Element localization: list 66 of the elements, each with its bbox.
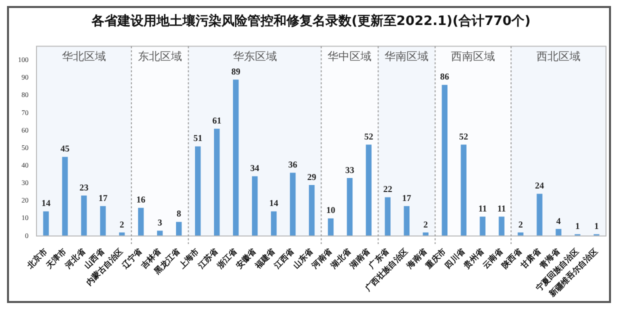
data-label: 1 xyxy=(575,221,580,232)
bar xyxy=(43,211,49,236)
bar xyxy=(366,144,372,236)
bar xyxy=(176,222,182,236)
data-label: 52 xyxy=(459,131,469,142)
bar xyxy=(308,185,315,236)
data-label: 45 xyxy=(60,144,70,154)
data-label: 17 xyxy=(402,192,412,203)
band-label: 华中区域 xyxy=(328,50,372,64)
data-label: 51 xyxy=(193,133,203,144)
data-label: 11 xyxy=(497,203,506,214)
data-label: 86 xyxy=(440,72,450,82)
band-label: 华北区域 xyxy=(62,50,106,64)
data-label: 52 xyxy=(364,131,374,142)
bar xyxy=(556,228,562,236)
bar xyxy=(384,197,391,236)
data-label: 17 xyxy=(98,192,108,203)
data-label: 2 xyxy=(120,219,125,230)
bar xyxy=(252,176,258,236)
bar xyxy=(214,128,220,236)
bar xyxy=(157,230,163,236)
bar xyxy=(100,206,106,236)
bar xyxy=(81,196,87,236)
bar xyxy=(119,232,125,236)
data-label: 22 xyxy=(383,184,393,194)
data-label: 16 xyxy=(136,194,146,205)
data-label: 23 xyxy=(79,182,89,192)
data-label: 29 xyxy=(307,172,317,182)
data-label: 61 xyxy=(212,116,222,126)
bar xyxy=(346,178,353,236)
band-label: 东北区域 xyxy=(138,50,182,64)
data-label: 14 xyxy=(41,198,51,208)
data-label: 36 xyxy=(288,160,298,170)
data-label: 3 xyxy=(158,218,163,228)
chart-title: 各省建设用地土壤污染风险管控和修复名录数(更新至2022.1)(合计770个) xyxy=(90,12,532,30)
data-label: 14 xyxy=(269,198,279,208)
band-label: 西北区域 xyxy=(536,50,581,64)
data-label: 33 xyxy=(345,164,355,175)
data-label: 2 xyxy=(423,219,428,230)
bar xyxy=(138,208,144,236)
data-label: 8 xyxy=(176,208,182,219)
bar xyxy=(62,156,68,236)
bar xyxy=(460,144,466,236)
bar xyxy=(480,216,486,236)
data-label: 10 xyxy=(326,205,336,216)
band-label: 华南区域 xyxy=(384,50,429,64)
bar xyxy=(536,194,542,236)
bar xyxy=(442,84,448,236)
data-label: 1 xyxy=(594,221,600,232)
data-label: 34 xyxy=(250,163,260,174)
bar xyxy=(404,206,410,236)
bar xyxy=(518,232,524,236)
data-label: 2 xyxy=(518,219,524,230)
bar xyxy=(195,146,201,236)
band-label: 西南区域 xyxy=(451,50,496,64)
bar xyxy=(290,172,296,236)
bar xyxy=(232,80,239,236)
data-label: 24 xyxy=(535,180,545,191)
bar xyxy=(498,216,504,236)
bar xyxy=(328,218,334,236)
band-label: 华东区域 xyxy=(232,50,277,64)
data-label: 4 xyxy=(556,216,562,226)
bar xyxy=(270,211,277,236)
data-label: 11 xyxy=(478,203,488,214)
data-label: 89 xyxy=(231,66,241,76)
bar xyxy=(422,232,429,236)
